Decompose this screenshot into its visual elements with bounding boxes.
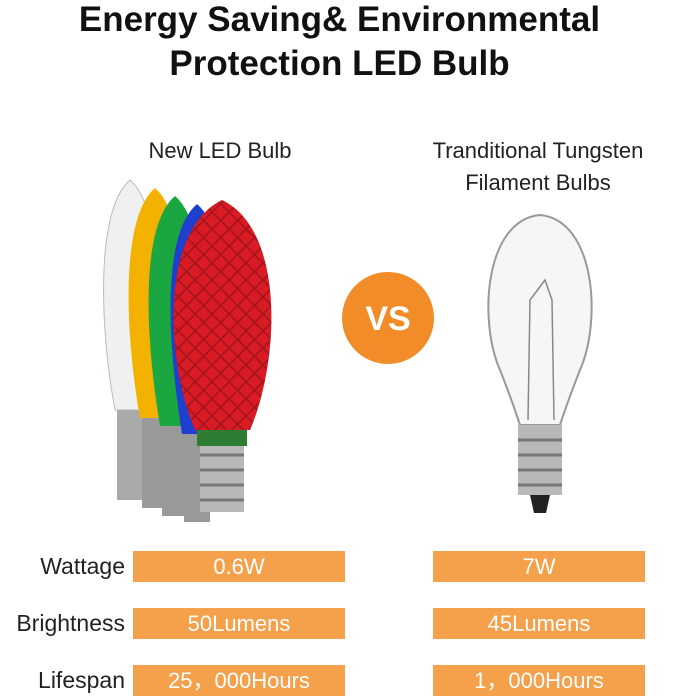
traditional-value: 45Lumens xyxy=(433,608,645,639)
tungsten-caption: Filament Bulbs xyxy=(465,170,611,195)
title-line: Energy Saving& Environmental xyxy=(78,0,601,39)
led-value: 0.6W xyxy=(133,551,345,582)
title-line: Protection LED Bulb xyxy=(169,44,510,83)
traditional-value: 1，000Hours xyxy=(433,665,645,696)
tungsten-caption: Tranditional Tungsten xyxy=(432,138,644,163)
row-label: Wattage xyxy=(40,553,125,579)
traditional-value: 7W xyxy=(433,551,645,582)
row-label: Brightness xyxy=(16,610,125,636)
vs-badge xyxy=(342,272,434,364)
led-value: 25，000Hours xyxy=(133,665,345,696)
tungsten-bulb xyxy=(487,213,593,513)
led-caption: New LED Bulb xyxy=(148,138,292,163)
led-value: 50Lumens xyxy=(133,608,345,639)
row-label: Lifespan xyxy=(38,667,125,693)
led-bulbs xyxy=(103,179,272,522)
vs-text: VS xyxy=(365,300,410,338)
